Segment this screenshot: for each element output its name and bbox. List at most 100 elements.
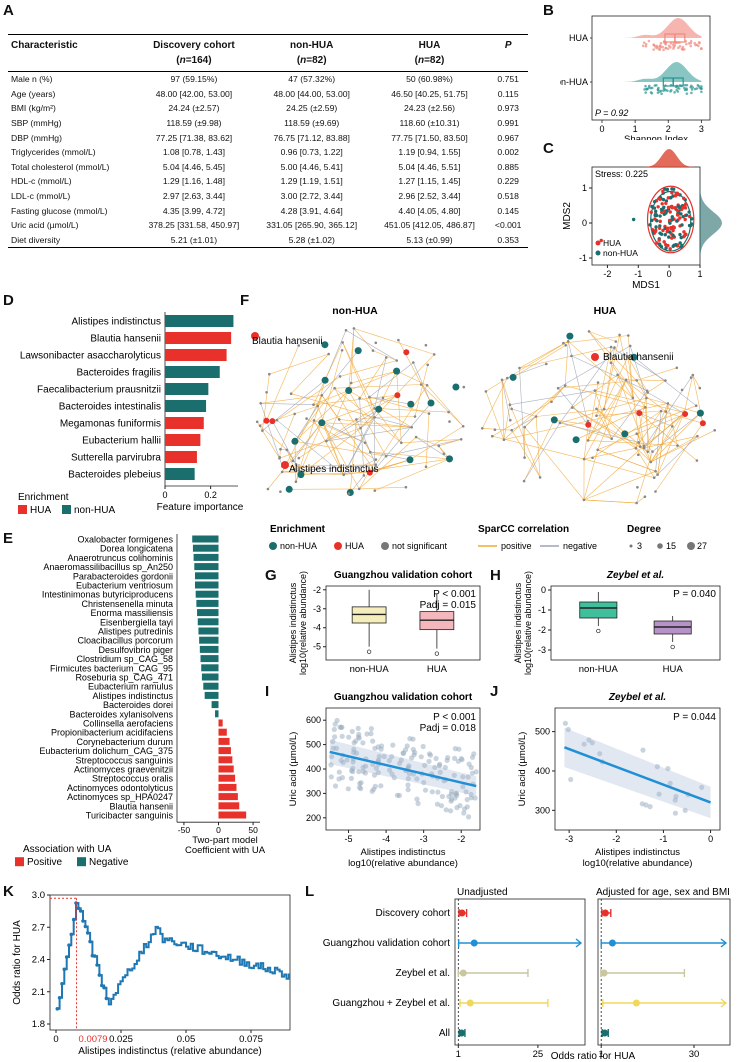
- network-edge: [294, 390, 349, 442]
- data-point: [669, 83, 673, 87]
- data-point: [661, 228, 665, 233]
- network-edge: [369, 362, 414, 398]
- data-point: [650, 92, 654, 95]
- table-cell: SBP (mmHg): [11, 118, 62, 129]
- tick-label: 3.0: [32, 890, 45, 901]
- network-node: [562, 341, 565, 345]
- network-edge: [657, 412, 685, 475]
- data-point: [60, 982, 64, 986]
- plot-frame: [554, 707, 721, 831]
- network-edge: [343, 459, 377, 476]
- network-node: [627, 334, 630, 337]
- table-header: HUA: [370, 34, 489, 53]
- data-point: [57, 996, 62, 1000]
- network-edge: [684, 375, 694, 413]
- data-point: [465, 774, 471, 780]
- category-label: Streptococcus sanguinis: [75, 755, 173, 765]
- bar: [211, 701, 219, 709]
- data-point: [664, 201, 668, 206]
- category-label: Christensenella minuta: [81, 599, 173, 609]
- category-label: Bacteroides plebeius: [68, 470, 161, 481]
- data-point: [658, 90, 661, 93]
- data-point: [689, 44, 693, 48]
- data-point: [390, 742, 396, 748]
- network-node: [481, 427, 484, 430]
- network-node: [506, 376, 509, 380]
- network-node: [407, 400, 415, 408]
- legend-label: non-HUA: [74, 505, 115, 515]
- data-point: [653, 229, 658, 234]
- x-axis-label: log10(relative abundance): [583, 858, 693, 869]
- network-edge: [269, 353, 329, 375]
- outlier: [596, 628, 601, 634]
- data-point: [434, 801, 440, 807]
- network-node: [631, 396, 635, 400]
- network-edge: [635, 410, 662, 449]
- table-cell: 0.973: [497, 103, 519, 114]
- x-axis-label: Shannon Index: [624, 134, 688, 140]
- data-point: [684, 213, 689, 217]
- network-edge: [260, 403, 314, 405]
- network-node: [406, 456, 414, 464]
- category-label: HUA: [427, 664, 448, 675]
- network-node: [291, 459, 295, 463]
- network-edge: [294, 405, 318, 442]
- table-cell: 0.885: [497, 161, 519, 172]
- data-point: [669, 88, 673, 92]
- network-node: [363, 441, 367, 445]
- network-node: [691, 373, 695, 377]
- data-point: [459, 757, 465, 763]
- data-point: [404, 743, 410, 749]
- network-node: [321, 341, 329, 349]
- legend-swatch: [62, 505, 71, 514]
- legend-label: 15: [666, 541, 676, 551]
- network-edge: [650, 412, 685, 463]
- point-estimate: [470, 939, 478, 947]
- network-node: [258, 424, 262, 427]
- point-estimate: [458, 1029, 466, 1037]
- data-point: [658, 219, 662, 224]
- legend-marker: [595, 250, 601, 256]
- network-node: [635, 379, 638, 382]
- bar: [165, 434, 201, 446]
- chart-title: Zeybel et al.: [606, 570, 664, 581]
- network-edge: [503, 385, 566, 440]
- network-edge: [511, 408, 537, 417]
- data-point: [680, 84, 683, 88]
- sparcc-network: non-HUA HUA Blautia hansenii Alistipes indi…: [251, 305, 716, 551]
- network-edge: [291, 393, 375, 418]
- network-node: [637, 453, 640, 457]
- guangzhou-boxplot: Guangzhou validation cohort non-HUA HUA -5 -…: [288, 570, 481, 675]
- data-point: [565, 726, 571, 733]
- table-cell: HDL-c (mmol/L): [11, 176, 72, 187]
- network-node: [564, 344, 567, 347]
- category-label: Actinomyces odontolyticus: [67, 783, 174, 793]
- network-edge: [588, 424, 612, 439]
- legend-label: Positive: [27, 857, 62, 868]
- data-point: [329, 754, 335, 760]
- data-point: [427, 752, 434, 758]
- network-edge: [267, 422, 323, 490]
- bar: [165, 417, 204, 429]
- odds-ratio-line: [57, 902, 290, 1010]
- table-cell: LDL-c (mmol/L): [11, 191, 71, 202]
- data-point: [449, 796, 455, 803]
- network-edge: [511, 408, 541, 478]
- network-edge: [364, 442, 371, 453]
- network-node: [437, 444, 441, 448]
- mds-ordination-plot: -2 -1 0 1 -1 0 1 MDS1 MDS2 Stress: 0.225 HUAnon-HU…: [562, 149, 722, 291]
- network-node: [462, 385, 466, 389]
- tick-label: -1: [579, 253, 587, 263]
- data-point: [659, 207, 664, 212]
- network-edge: [523, 419, 555, 482]
- panel-label-l: L: [305, 883, 315, 900]
- data-point: [683, 206, 688, 210]
- data-point: [456, 746, 462, 752]
- network-node: [616, 373, 619, 377]
- data-point: [661, 197, 666, 202]
- data-point: [356, 769, 362, 775]
- data-point: [389, 771, 395, 777]
- table-subheader-row: (n=164) (n=82) (n=82): [8, 53, 528, 72]
- data-point: [660, 202, 664, 206]
- table-row: Age (years) 48.00 [42.00, 53.00] 48.00 [44…: [8, 87, 528, 102]
